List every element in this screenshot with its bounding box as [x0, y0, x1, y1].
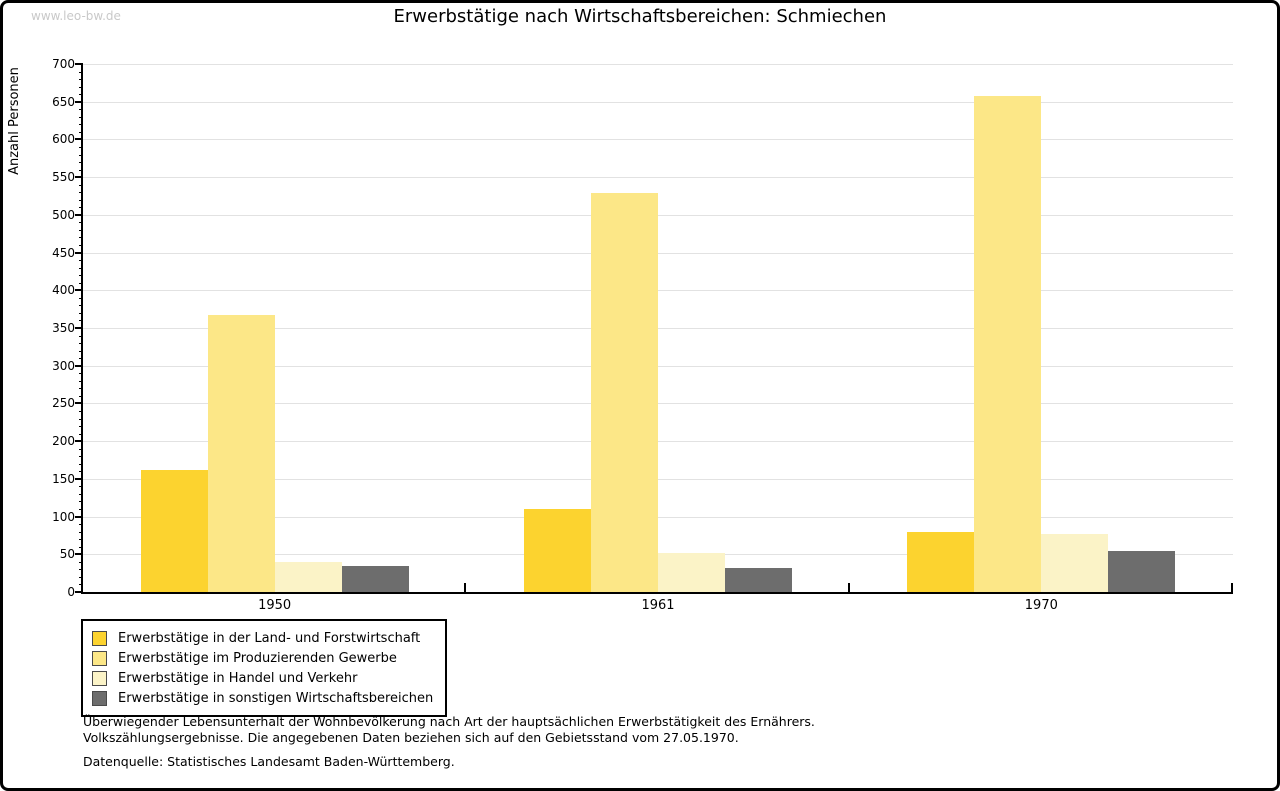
y-major-tick [75, 591, 83, 593]
legend-swatch-icon [92, 630, 107, 646]
gridline [83, 290, 1233, 292]
bar [141, 470, 208, 592]
gridline [83, 64, 1233, 65]
y-tick-label: 600 [52, 132, 75, 147]
legend-swatch-icon [92, 690, 107, 706]
gridline [83, 214, 1233, 216]
bar [524, 509, 591, 592]
y-major-tick [75, 63, 83, 65]
y-major-tick [75, 553, 83, 556]
bar [342, 566, 409, 592]
y-tick-label: 100 [52, 509, 75, 524]
legend-item: Erwerbstätige in Handel und Verkehr [92, 668, 433, 688]
y-major-tick [75, 364, 83, 367]
x-tick-label: 1950 [258, 598, 292, 613]
legend-item: Erwerbstätige im Produzierenden Gewerbe [92, 648, 433, 668]
y-major-tick [75, 477, 83, 480]
bar [907, 532, 974, 592]
footnotes: Überwiegender Lebensunterhalt der Wohnbe… [83, 714, 815, 746]
legend-label: Erwerbstätige in der Land- und Forstwirt… [118, 630, 421, 646]
bar [974, 96, 1041, 592]
x-tick-label: 1970 [1024, 598, 1058, 613]
y-tick-label: 300 [52, 358, 75, 373]
data-source: Datenquelle: Statistisches Landesamt Bad… [83, 754, 455, 769]
footnote-line: Volkszählungsergebnisse. Die angegebenen… [83, 730, 739, 745]
y-tick-label: 50 [59, 547, 75, 562]
gridline [83, 328, 1233, 329]
gridline [83, 403, 1233, 405]
x-boundary-tick [464, 583, 467, 592]
y-tick-label: 200 [52, 434, 75, 449]
bar [658, 553, 725, 592]
y-tick-label: 550 [52, 170, 75, 185]
footnote-line: Überwiegender Lebensunterhalt der Wohnbe… [83, 714, 815, 729]
gridline [83, 478, 1233, 480]
y-major-tick [75, 289, 83, 292]
x-tick-label: 1961 [641, 598, 675, 613]
legend-item: Erwerbstätige in sonstigen Wirtschaftsbe… [92, 688, 433, 708]
y-major-tick [75, 402, 83, 405]
gridline [83, 101, 1233, 103]
y-axis-line [81, 64, 83, 594]
gridline [83, 252, 1233, 254]
y-major-tick [75, 138, 83, 141]
y-tick-label: 350 [52, 321, 75, 335]
legend-label: Erwerbstätige im Produzierenden Gewerbe [118, 650, 397, 666]
gridline [83, 139, 1233, 141]
y-tick-label: 250 [52, 396, 75, 411]
y-major-tick [75, 213, 83, 216]
y-major-tick [75, 100, 83, 103]
legend-label: Erwerbstätige in Handel und Verkehr [118, 670, 358, 686]
legend-swatch-icon [92, 670, 107, 686]
y-major-tick [75, 327, 83, 329]
bar [1108, 551, 1175, 592]
bar [725, 568, 792, 592]
y-major-tick [75, 440, 83, 443]
y-tick-label: 500 [52, 207, 75, 222]
bar [208, 315, 275, 592]
y-tick-label: 0 [67, 585, 75, 599]
gridline [83, 177, 1233, 179]
y-major-tick [75, 515, 83, 518]
x-boundary-tick [847, 583, 850, 592]
bar [591, 193, 658, 592]
y-tick-label: 150 [52, 471, 75, 486]
gridline [83, 516, 1233, 518]
legend: Erwerbstätige in der Land- und Forstwirt… [81, 619, 448, 717]
y-major-tick [75, 251, 83, 254]
x-axis-line [81, 592, 1233, 594]
watermark: www.leo-bw.de [31, 9, 121, 23]
y-major-tick [75, 176, 83, 179]
legend-swatch-icon [92, 650, 107, 666]
y-tick-label: 400 [52, 283, 75, 298]
gridline [83, 441, 1233, 443]
plot-area: 0 50 100 150 200 250 300 350 400 450 500 550 600 650 7… [3, 3, 1277, 788]
chart-title: Erwerbstätige nach Wirtschaftsbereichen:… [393, 6, 887, 27]
gridline [83, 365, 1233, 367]
bar [275, 562, 342, 592]
x-boundary-tick [1231, 583, 1233, 592]
legend-item: Erwerbstätige in der Land- und Forstwirt… [92, 628, 433, 648]
y-tick-label: 700 [52, 57, 75, 71]
legend-label: Erwerbstätige in sonstigen Wirtschaftsbe… [118, 690, 434, 706]
y-tick-label: 450 [52, 245, 75, 260]
bar [1041, 534, 1108, 592]
y-tick-label: 650 [52, 94, 75, 109]
